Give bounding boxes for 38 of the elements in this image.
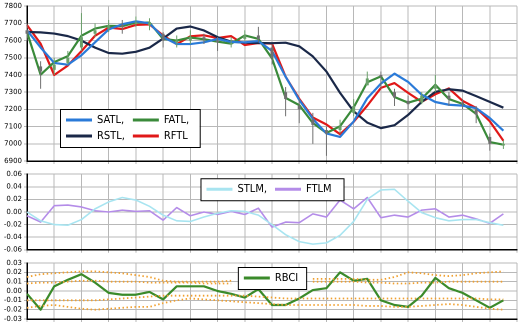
candlestick xyxy=(202,33,206,45)
candlestick xyxy=(447,92,450,106)
candlestick xyxy=(352,98,356,117)
candlestick xyxy=(434,74,437,93)
candlestick xyxy=(311,112,314,144)
candlestick xyxy=(270,44,274,66)
candlestick xyxy=(107,19,110,32)
candlestick xyxy=(474,105,478,124)
candlestick xyxy=(243,30,246,42)
line-series xyxy=(26,298,504,311)
candlestick xyxy=(366,71,369,86)
candlestick xyxy=(488,132,492,152)
candlestick xyxy=(39,60,42,90)
candlestick xyxy=(66,50,70,66)
candlestick xyxy=(338,119,342,134)
candlestick xyxy=(420,92,424,105)
candlestick xyxy=(52,57,56,76)
candlestick xyxy=(324,126,328,156)
candlestick xyxy=(188,30,192,45)
legend-label: RBCI xyxy=(274,270,298,284)
candlestick xyxy=(80,12,83,52)
candlestick xyxy=(162,32,165,48)
legend-label: RFTL xyxy=(164,128,188,142)
legend-label: SATL, xyxy=(97,112,124,126)
candlestick xyxy=(393,88,396,106)
candlestick xyxy=(134,16,138,28)
legend-label: FTLM xyxy=(306,182,332,196)
candlestick xyxy=(216,36,220,52)
candlestick xyxy=(298,98,301,124)
candlestick xyxy=(120,19,124,34)
legend-label: FATL, xyxy=(164,112,190,126)
candlestick xyxy=(284,86,288,117)
legend-label: RSTL, xyxy=(97,128,125,142)
candlestick xyxy=(148,18,151,31)
legend-label: STLM, xyxy=(237,182,268,196)
candlestick xyxy=(175,34,178,48)
candlestick xyxy=(256,26,260,43)
candlestick xyxy=(230,36,233,48)
